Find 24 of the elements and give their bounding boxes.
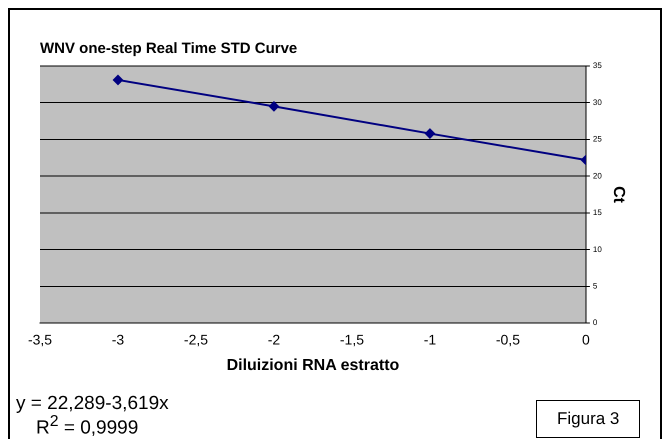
x-axis-title: Diluizioni RNA estratto [226, 356, 400, 374]
y-tick-label: 10 [592, 244, 602, 254]
x-tick-label: -3 [112, 331, 124, 348]
y-tick-label: 0 [592, 318, 598, 328]
y-tick-label: 5 [592, 281, 598, 290]
point [424, 128, 435, 139]
x-tick-label: -2,5 [184, 331, 208, 348]
y-tick-label: 35 [592, 61, 602, 70]
x-tick-label: -3,5 [28, 331, 52, 348]
y-axis-title: Ct [610, 186, 627, 204]
text: R$^{2}$ = 0,9999 [36, 413, 138, 439]
text: y = 22,289-3,619x [16, 393, 169, 415]
chart-title: WNV one-step Real Time STD Curve [40, 40, 298, 58]
y-tick-label: 30 [592, 98, 602, 107]
text: Figura 3 [536, 400, 640, 438]
point [268, 101, 279, 112]
point [112, 74, 123, 85]
x-tick-label: -1,5 [340, 331, 364, 348]
x-tick-label: -1 [424, 331, 436, 348]
y-tick-label: 20 [592, 171, 602, 180]
x-tick-label: -2 [268, 331, 280, 348]
x-tick-label: -0,5 [496, 331, 520, 348]
y-tick-label: 15 [592, 208, 602, 218]
y-tick-label: 25 [592, 134, 602, 144]
